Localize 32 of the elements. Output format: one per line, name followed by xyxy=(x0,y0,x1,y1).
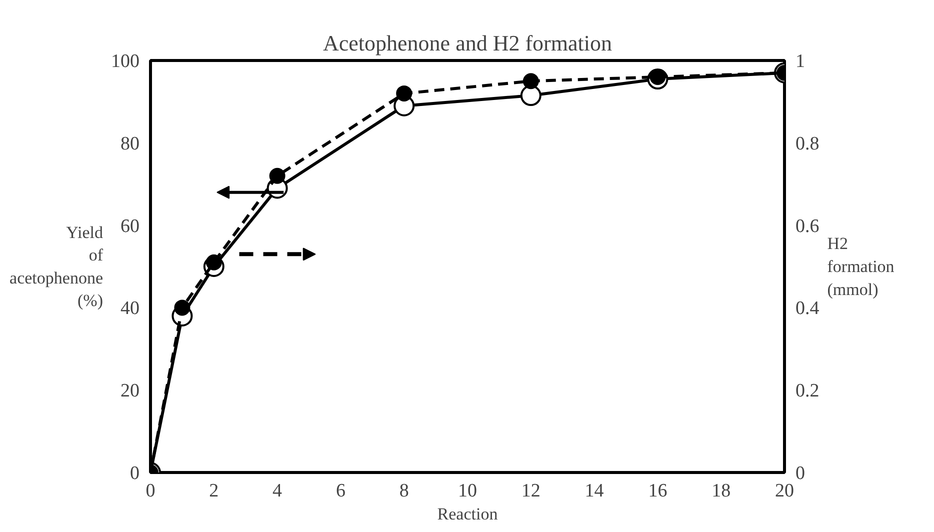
point xyxy=(174,300,190,316)
point xyxy=(269,168,286,184)
y-tick-label: 40 xyxy=(120,298,140,320)
x-tick-label: 10 xyxy=(458,480,477,502)
y2-axis-title: H2 formation (mmol) xyxy=(827,234,895,299)
x-tick-label: 18 xyxy=(712,480,731,502)
y-tick-label: 80 xyxy=(120,133,140,154)
x-tick-label: 4 xyxy=(272,480,283,502)
y-tick-label: 20 xyxy=(120,380,140,402)
y2-tick-label: 1 xyxy=(796,51,805,72)
point xyxy=(522,73,539,90)
x-tick-label: 0 xyxy=(146,480,156,502)
y2-tick-label: 0.6 xyxy=(796,216,820,237)
y2-tick-label: 0.8 xyxy=(796,133,820,154)
y2-tick-label: 0.2 xyxy=(796,380,820,402)
x-tick-label: 16 xyxy=(648,480,668,502)
x-tick-label: 2 xyxy=(209,480,219,502)
y2-tick-label: 0 xyxy=(796,463,805,484)
x-tick-label: 20 xyxy=(775,480,794,502)
x-tick-label: 6 xyxy=(336,480,346,502)
x-axis-title: Reaction xyxy=(437,504,498,524)
y-axis-title: Yield of acetophenone (%) xyxy=(10,222,104,310)
point xyxy=(396,85,412,102)
y-tick-label: 0 xyxy=(130,463,140,484)
x-tick-label: 14 xyxy=(584,480,604,502)
x-tick-label: 12 xyxy=(521,480,540,502)
chart-title: Acetophenone and H2 formation xyxy=(323,30,612,56)
y-tick-label: 100 xyxy=(111,51,140,72)
y2-tick-label: 0.4 xyxy=(796,298,820,320)
y-tick-label: 60 xyxy=(120,216,140,237)
x-tick-label: 8 xyxy=(399,480,409,502)
point xyxy=(520,85,542,106)
